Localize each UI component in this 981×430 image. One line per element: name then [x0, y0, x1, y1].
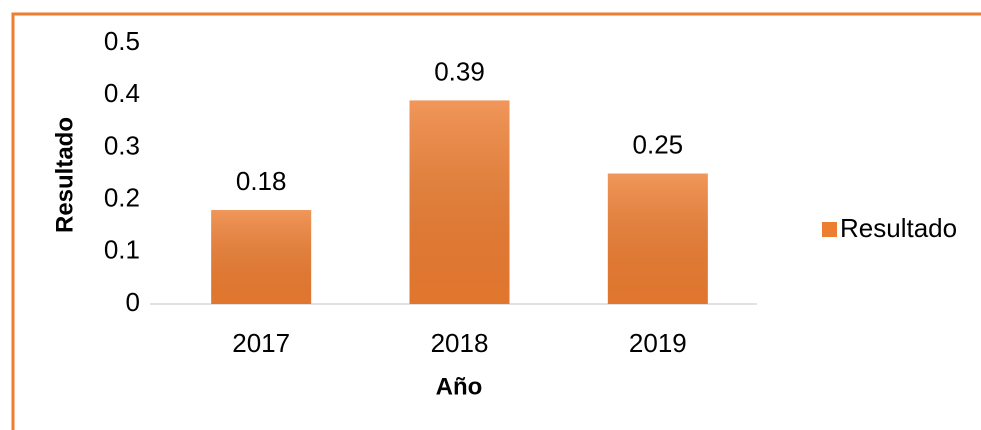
bar-shade — [607, 173, 708, 304]
x-tick-label: 2019 — [629, 328, 687, 358]
legend-label: Resultado — [840, 213, 957, 243]
y-tick-label: 0.5 — [104, 26, 140, 56]
data-label: 0.39 — [434, 56, 485, 86]
x-axis-label: Año — [436, 373, 483, 400]
data-label: 0.18 — [236, 166, 287, 196]
frame — [11, 12, 981, 430]
legend-swatch — [822, 222, 837, 237]
bar-shade — [211, 210, 312, 304]
data-label: 0.25 — [633, 129, 684, 159]
y-tick-label: 0.4 — [104, 78, 140, 108]
y-tick-label: 0.1 — [104, 235, 140, 265]
y-tick-label: 0.3 — [104, 130, 140, 160]
y-tick-label: 0 — [126, 287, 140, 317]
y-axis-label: Resultado — [51, 117, 78, 233]
y-tick-label: 0.2 — [104, 182, 140, 212]
x-tick-label: 2018 — [431, 328, 489, 358]
bar-shade — [409, 100, 510, 304]
x-tick-label: 2017 — [232, 328, 290, 358]
